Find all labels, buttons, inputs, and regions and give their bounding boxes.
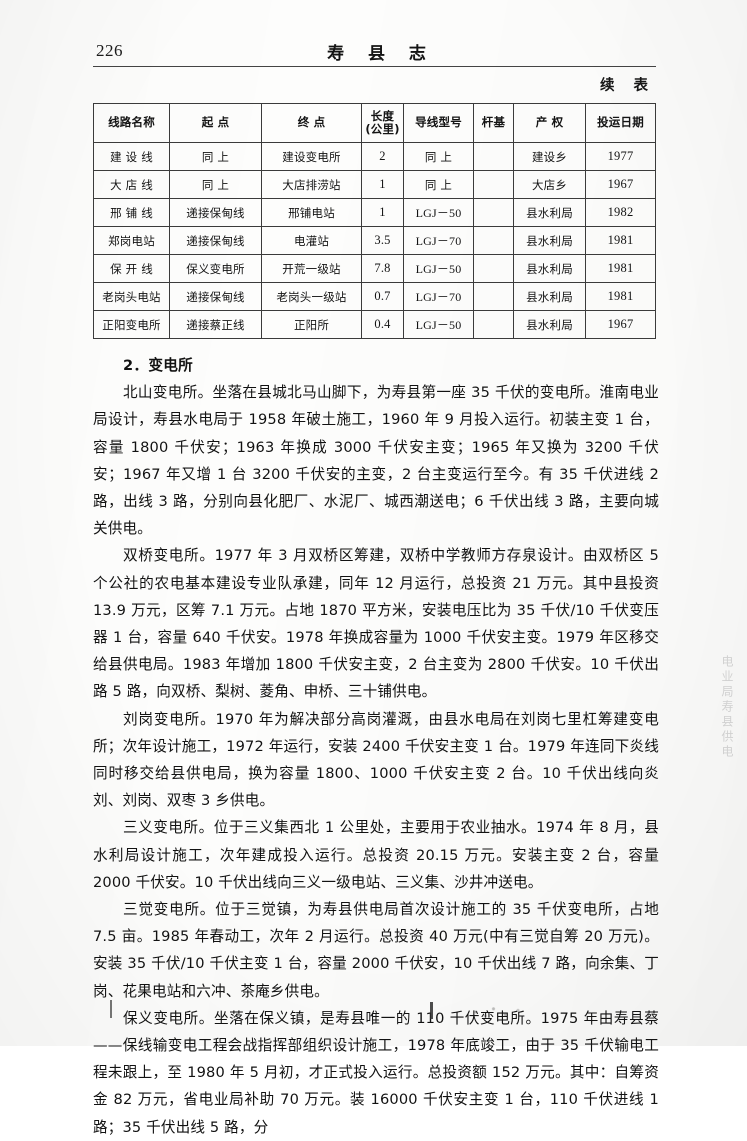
cell-pole-base: [473, 198, 514, 227]
cell-start-point: 保义变电所: [169, 254, 262, 283]
cell-wire-type: LGJ－50: [403, 310, 474, 339]
cell-start-point: 递接保甸线: [169, 282, 262, 311]
cell-pole-base: [473, 226, 514, 255]
cell-ownership: 县水利局: [513, 282, 586, 311]
page-header: 226 寿 县 志: [96, 36, 656, 66]
col-header-length-line2: (公里): [365, 122, 400, 136]
cell-start-point: 递接蔡正线: [169, 310, 262, 339]
cell-ownership: 县水利局: [513, 254, 586, 283]
reverse-page-bleedthrough: 电业局寿县供电: [720, 655, 734, 760]
col-header-end-point: 终 点: [261, 103, 362, 143]
col-header-wire-type: 导线型号: [403, 103, 474, 143]
body-text: 2．变电所 北山变电所。坐落在县城北马山脚下，为寿县第一座 35 千伏的变电所。…: [93, 352, 659, 1141]
cell-length: 7.8: [361, 254, 404, 283]
book-title: 寿 县 志: [327, 43, 435, 64]
cell-pole-base: [473, 282, 514, 311]
col-header-length: 长度 (公里): [361, 103, 404, 143]
power-lines-table: 线路名称 起 点 终 点 长度 (公里) 导线型号 杆基 产 权 投运日期: [93, 103, 656, 339]
cell-length: 0.4: [361, 310, 404, 339]
bottom-scan-smudge: [462, 1004, 532, 1020]
paragraph-sanjue-substation: 三觉变电所。位于三觉镇，为寿县供电局首次设计施工的 35 千伏变电所，占地 7.…: [93, 901, 659, 1000]
continued-table-label: 续 表: [599, 78, 655, 94]
cell-commission-date: 1981: [585, 254, 656, 283]
cell-length: 2: [361, 142, 404, 171]
paragraph-liugang-substation: 刘岗变电所。1970 年为解决部分高岗灌溉，由县水电局在刘岗七里杠筹建变电所；次…: [93, 710, 659, 810]
cell-ownership: 县水利局: [513, 198, 586, 227]
table-row: 老岗头电站 递接保甸线 老岗头一级站 0.7 LGJ－70 县水利局 1981: [93, 282, 656, 311]
table-row: 郑岗电站 递接保甸线 电灌站 3.5 LGJ－70 县水利局 1981: [93, 226, 656, 255]
cell-line-name: 建 设 线: [93, 142, 170, 171]
cell-commission-date: 1981: [585, 226, 656, 255]
cell-pole-base: [473, 310, 514, 339]
table-row: 大 店 线 同 上 大店排涝站 1 同 上 大店乡 1967: [93, 170, 656, 199]
cell-end-point: 正阳所: [261, 310, 362, 339]
power-lines-table-wrapper: 线路名称 起 点 终 点 长度 (公里) 导线型号 杆基 产 权 投运日期: [93, 103, 656, 339]
cell-line-name: 保 开 线: [93, 254, 170, 283]
table-row: 建 设 线 同 上 建设变电所 2 同 上 建设乡 1977: [93, 142, 656, 171]
bottom-left-crop-tick: [110, 1000, 112, 1018]
bottom-center-crop-tick: [430, 1002, 433, 1019]
cell-start-point: 同 上: [169, 142, 262, 171]
cell-wire-type: LGJ－50: [403, 254, 474, 283]
cell-ownership: 建设乡: [513, 142, 586, 171]
cell-line-name: 邢 铺 线: [93, 198, 170, 227]
cell-end-point: 邢铺电站: [261, 198, 362, 227]
cell-length: 1: [361, 170, 404, 199]
table-row: 保 开 线 保义变电所 开荒一级站 7.8 LGJ－50 县水利局 1981: [93, 254, 656, 283]
cell-commission-date: 1982: [585, 198, 656, 227]
page-number: 226: [96, 41, 123, 60]
cell-line-name: 老岗头电站: [93, 282, 170, 311]
paragraph-sanyi-substation: 三义变电所。位于三义集西北 1 公里处，主要用于农业抽水。1974 年 8 月，…: [93, 819, 659, 891]
col-header-line-name: 线路名称: [93, 103, 170, 143]
paragraph-baoyi-substation: 保义变电所。坐落在保义镇，是寿县唯一的 110 千伏变电所。1975 年由寿县蔡…: [93, 1009, 659, 1136]
table-body: 建 设 线 同 上 建设变电所 2 同 上 建设乡 1977 大 店 线 同 上…: [93, 142, 656, 339]
cell-commission-date: 1977: [585, 142, 656, 171]
cell-length: 1: [361, 198, 404, 227]
cell-commission-date: 1967: [585, 310, 656, 339]
cell-ownership: 大店乡: [513, 170, 586, 199]
cell-wire-type: 同 上: [403, 170, 474, 199]
header-divider-rule: [93, 66, 656, 67]
cell-pole-base: [473, 142, 514, 171]
table-row: 正阳变电所 递接蔡正线 正阳所 0.4 LGJ－50 县水利局 1967: [93, 310, 656, 339]
cell-commission-date: 1967: [585, 170, 656, 199]
cell-wire-type: 同 上: [403, 142, 474, 171]
table-header-row: 线路名称 起 点 终 点 长度 (公里) 导线型号 杆基 产 权 投运日期: [93, 103, 656, 143]
cell-length: 3.5: [361, 226, 404, 255]
cell-line-name: 郑岗电站: [93, 226, 170, 255]
cell-line-name: 大 店 线: [93, 170, 170, 199]
col-header-length-line1: 长度: [370, 108, 395, 123]
col-header-pole-base: 杆基: [473, 103, 514, 143]
cell-start-point: 递接保甸线: [169, 226, 262, 255]
paragraph-shuangqiao-substation: 双桥变电所。1977 年 3 月双桥区筹建，双桥中学教师方存泉设计。由双桥区 5…: [93, 547, 659, 701]
cell-start-point: 递接保甸线: [169, 198, 262, 227]
cell-commission-date: 1981: [585, 282, 656, 311]
cell-start-point: 同 上: [169, 170, 262, 199]
cell-end-point: 老岗头一级站: [261, 282, 362, 311]
cell-wire-type: LGJ－50: [403, 198, 474, 227]
col-header-commission-date: 投运日期: [585, 103, 656, 143]
cell-wire-type: LGJ－70: [403, 226, 474, 255]
section-heading: 2．变电所: [123, 357, 194, 374]
cell-pole-base: [473, 254, 514, 283]
cell-end-point: 开荒一级站: [261, 254, 362, 283]
cell-length: 0.7: [361, 282, 404, 311]
cell-wire-type: LGJ－70: [403, 282, 474, 311]
paragraph-beishan-substation: 北山变电所。坐落在县城北马山脚下，为寿县第一座 35 千伏的变电所。淮南电业局设…: [93, 384, 659, 538]
col-header-ownership: 产 权: [513, 103, 586, 143]
cell-end-point: 大店排涝站: [261, 170, 362, 199]
cell-line-name: 正阳变电所: [93, 310, 170, 339]
cell-end-point: 建设变电所: [261, 142, 362, 171]
table-row: 邢 铺 线 递接保甸线 邢铺电站 1 LGJ－50 县水利局 1982: [93, 198, 656, 227]
cell-pole-base: [473, 170, 514, 199]
cell-end-point: 电灌站: [261, 226, 362, 255]
cell-ownership: 县水利局: [513, 310, 586, 339]
col-header-start-point: 起 点: [169, 103, 262, 143]
cell-ownership: 县水利局: [513, 226, 586, 255]
